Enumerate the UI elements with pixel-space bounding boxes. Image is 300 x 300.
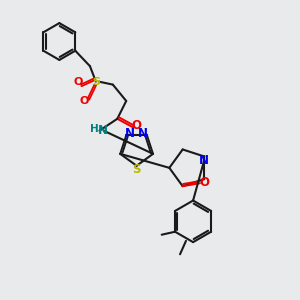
Text: S: S [92,76,100,87]
Text: S: S [132,163,141,176]
Text: N: N [138,127,148,140]
Text: O: O [132,119,142,132]
Text: H: H [90,124,98,134]
Text: O: O [79,96,89,106]
Text: N: N [125,127,135,140]
Text: N: N [98,124,107,137]
Text: O: O [73,76,83,87]
Text: O: O [199,176,209,189]
Text: N: N [199,154,209,167]
